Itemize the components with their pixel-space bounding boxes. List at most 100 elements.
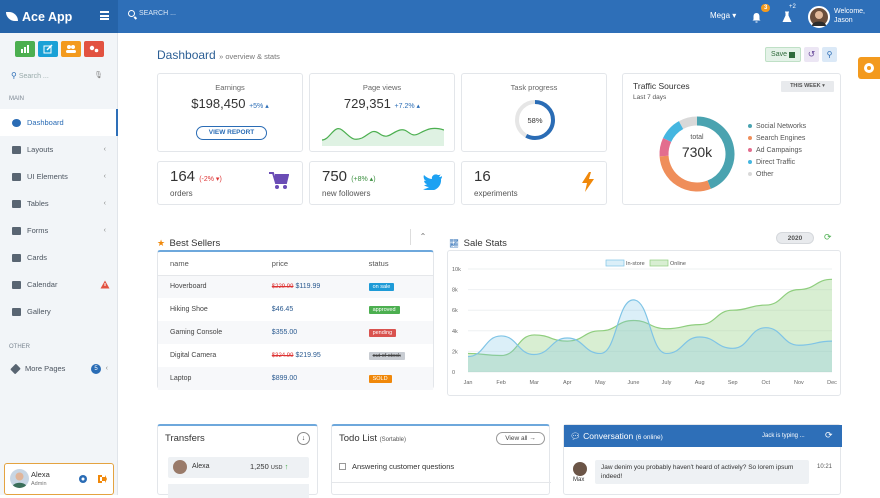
donut-slice — [678, 116, 698, 130]
tag-icon — [10, 363, 21, 374]
collapse-chevron-icon[interactable]: ⌃ — [410, 229, 435, 245]
product-name: Digital Camera — [170, 352, 217, 359]
old-price: $229.99 — [271, 284, 294, 291]
x-tick-label: Feb — [496, 380, 505, 386]
col-price: price — [259, 252, 357, 276]
microphone-icon[interactable]: 🎙︎ — [94, 72, 103, 79]
followers-count: 750 — [322, 168, 348, 185]
followers-label: new followers — [322, 189, 371, 198]
calendar-icon — [12, 280, 21, 289]
divider — [332, 482, 551, 483]
gear-icon[interactable] — [78, 474, 88, 484]
y-tick-label: 0 — [452, 370, 455, 376]
status-badge: approved — [368, 305, 400, 314]
view-report-button[interactable]: VIEW REPORT — [196, 126, 267, 140]
legend-social: Social Networks — [748, 123, 806, 130]
x-tick-label: May — [595, 380, 606, 386]
download-icon[interactable]: ↓ — [297, 432, 310, 445]
undo-button[interactable]: ↺ — [804, 47, 819, 62]
sidebar-item-tables[interactable]: Tables ‹ — [0, 190, 118, 217]
up-arrow-icon: ▴ — [263, 103, 269, 110]
chat-sender: Max — [573, 477, 585, 483]
sidebar-user-avatar[interactable] — [10, 469, 29, 488]
earnings-value: $198,450 +5% ▴ — [158, 96, 302, 111]
settings-toggle-button[interactable] — [858, 57, 880, 79]
chat-message: Jaw denim you probably haven't heard of … — [595, 460, 809, 484]
sidebar-item-layouts[interactable]: Layouts ‹ — [0, 136, 118, 163]
stats-shortcut-button[interactable] — [15, 41, 35, 57]
logout-icon[interactable] — [97, 474, 107, 484]
sidebar-item-more-pages[interactable]: More Pages 5 ‹ — [0, 355, 118, 382]
pageviews-amount: 729,351 — [343, 96, 391, 111]
best-sellers-title: Best Sellers — [169, 238, 221, 249]
sidebar-item-gallery[interactable]: Gallery — [0, 298, 118, 325]
todo-checkbox[interactable] — [339, 463, 346, 470]
top-search[interactable]: SEARCH ... — [128, 10, 176, 17]
settings-shortcut-button[interactable] — [84, 41, 104, 57]
notification-count: 3 — [761, 4, 771, 12]
todo-title: Todo List (Sortable) — [339, 433, 406, 444]
table-row: Hiking Shoe $46.45 approved — [158, 298, 433, 321]
sidebar-item-dashboard[interactable]: Dashboard — [0, 109, 118, 136]
orders-change: (-2% ▾) — [199, 176, 222, 183]
x-tick-label: Dec — [827, 380, 837, 386]
brand[interactable]: Ace App — [0, 0, 118, 33]
search-button[interactable]: ⚲ — [822, 47, 837, 62]
legend-other: Other — [748, 171, 774, 178]
user-avatar[interactable] — [808, 6, 830, 28]
chat-time: 10:21 — [817, 464, 833, 470]
save-button[interactable]: Save — [765, 47, 801, 62]
followers-change: (+8% ▴) — [351, 176, 376, 183]
welcome-label: Welcome, — [834, 8, 865, 15]
transfer-name: Alexa — [192, 463, 210, 470]
welcome-text[interactable]: Welcome, Jason — [834, 7, 865, 25]
y-tick-label: 6k — [452, 308, 458, 314]
chevron-left-icon: ‹ — [103, 200, 106, 207]
view-all-button[interactable]: View all → — [496, 432, 545, 445]
x-tick-label: June — [627, 380, 639, 386]
transfer-row[interactable] — [168, 484, 309, 498]
chevron-left-icon: ‹ — [103, 227, 106, 234]
followers-value: 750 (+8% ▴) — [322, 168, 376, 185]
table-row: Laptop $899.00 SOLD — [158, 367, 433, 390]
sidebar-item-ui-elements[interactable]: UI Elements ‹ — [0, 163, 118, 190]
product-price: $46.45 — [271, 306, 294, 313]
gallery-icon — [12, 307, 21, 316]
sidebar-search[interactable]: ⚲ Search ... 🎙︎ — [11, 71, 103, 80]
chat-avatar — [573, 462, 587, 476]
status-badge: SOLD — [368, 374, 392, 383]
bell-icon[interactable] — [752, 10, 761, 23]
sidebar-item-cards[interactable]: Cards — [0, 244, 118, 271]
brand-name: Ace App — [22, 9, 73, 24]
star-icon: ★ — [157, 238, 166, 248]
sidebar-item-forms[interactable]: Forms ‹ — [0, 217, 118, 244]
legend-dot — [748, 124, 752, 128]
year-selector[interactable]: 2020 — [776, 232, 814, 244]
mega-menu[interactable]: Mega ▾ — [710, 11, 737, 20]
orders-label: orders — [170, 189, 193, 198]
edit-shortcut-button[interactable] — [38, 41, 58, 57]
donut-slice — [659, 155, 711, 192]
x-tick-label: Oct — [762, 380, 771, 386]
status-badge: pending — [368, 328, 397, 337]
old-price: $324.99 — [271, 353, 294, 359]
experiments-label: experiments — [474, 189, 518, 198]
experiments-card: 16 experiments — [461, 161, 607, 205]
sidebar-label-more-pages: More Pages — [25, 364, 66, 373]
menu-toggle-icon[interactable] — [100, 11, 109, 20]
earnings-title: Earnings — [215, 83, 245, 92]
sidebar-item-calendar[interactable]: Calendar — [0, 271, 118, 298]
refresh-icon[interactable]: ⟳ — [825, 430, 833, 440]
flask-icon[interactable] — [782, 10, 792, 28]
period-dropdown[interactable]: THIS WEEK ▾ — [781, 81, 834, 92]
users-shortcut-button[interactable] — [61, 41, 81, 57]
x-tick-label: Mar — [529, 380, 539, 386]
chevron-left-icon: ‹ — [105, 365, 108, 372]
sale-stats-card: 0 2k 4k 6k 8k 10k Jan Feb Mar Apr May June July Aug Se… — [447, 250, 841, 396]
legend-label: Search Engines — [756, 135, 806, 142]
refresh-icon[interactable]: ⟳ — [824, 232, 832, 242]
transfer-row[interactable]: Alexa 1,250 USD ↑ — [168, 457, 309, 478]
x-tick-label: Aug — [695, 380, 705, 386]
earnings-change: +5% — [249, 103, 264, 110]
bolt-icon — [582, 172, 594, 192]
